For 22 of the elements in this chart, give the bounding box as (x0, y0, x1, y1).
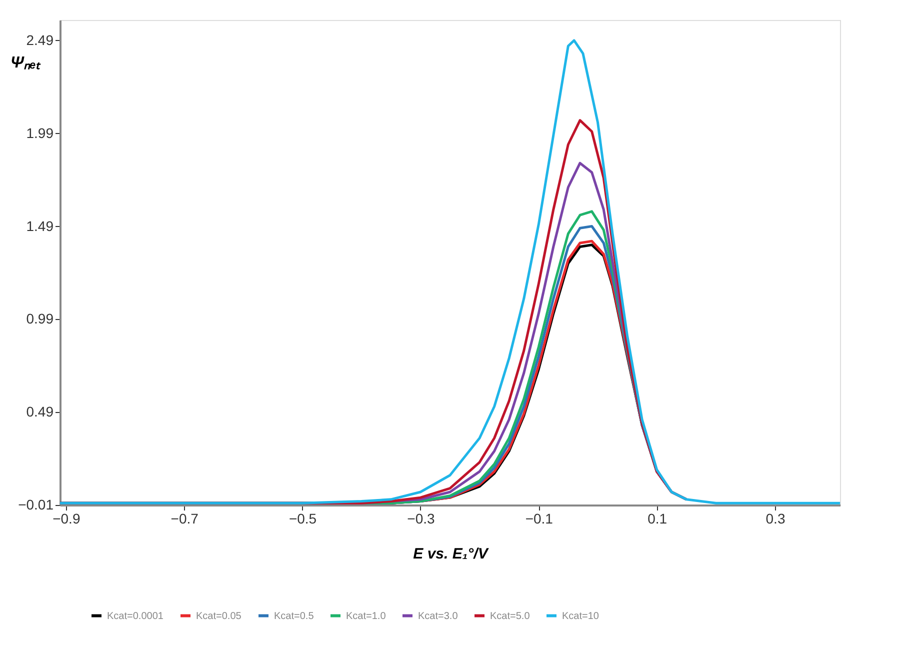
y-tick-label: 1.99 (26, 124, 54, 141)
legend-label: Kcat=3.0 (418, 610, 458, 622)
legend-label: Kcat=0.5 (274, 610, 314, 622)
y-tick-label: 1.49 (26, 218, 54, 234)
x-tick-label: −0.1 (525, 510, 554, 526)
x-tick-label: −0.7 (170, 510, 199, 526)
x-tick-label: −0.5 (288, 510, 317, 526)
legend-label: Kcat=5.0 (490, 610, 530, 622)
y-tick-label: 0.99 (26, 310, 54, 327)
y-tick-label: 0.49 (26, 404, 54, 420)
legend-label: Kcat=10 (562, 610, 600, 622)
y-tick-label: −0.01 (18, 496, 54, 512)
y-tick-label: 2.49 (26, 32, 54, 48)
legend-label: Kcat=0.0001 (107, 610, 164, 622)
legend-label: Kcat=1.0 (346, 610, 386, 622)
x-tick-label: −0.3 (407, 510, 435, 526)
x-tick-label: 0.1 (648, 510, 668, 526)
legend-label: Kcat=0.05 (196, 610, 242, 622)
x-tick-label: −0.9 (52, 510, 80, 526)
y-axis-title: Ψₙₑₜ (10, 54, 42, 72)
x-axis-title: E vs. E₁°/V (413, 546, 490, 562)
x-tick-label: 0.3 (766, 510, 786, 526)
